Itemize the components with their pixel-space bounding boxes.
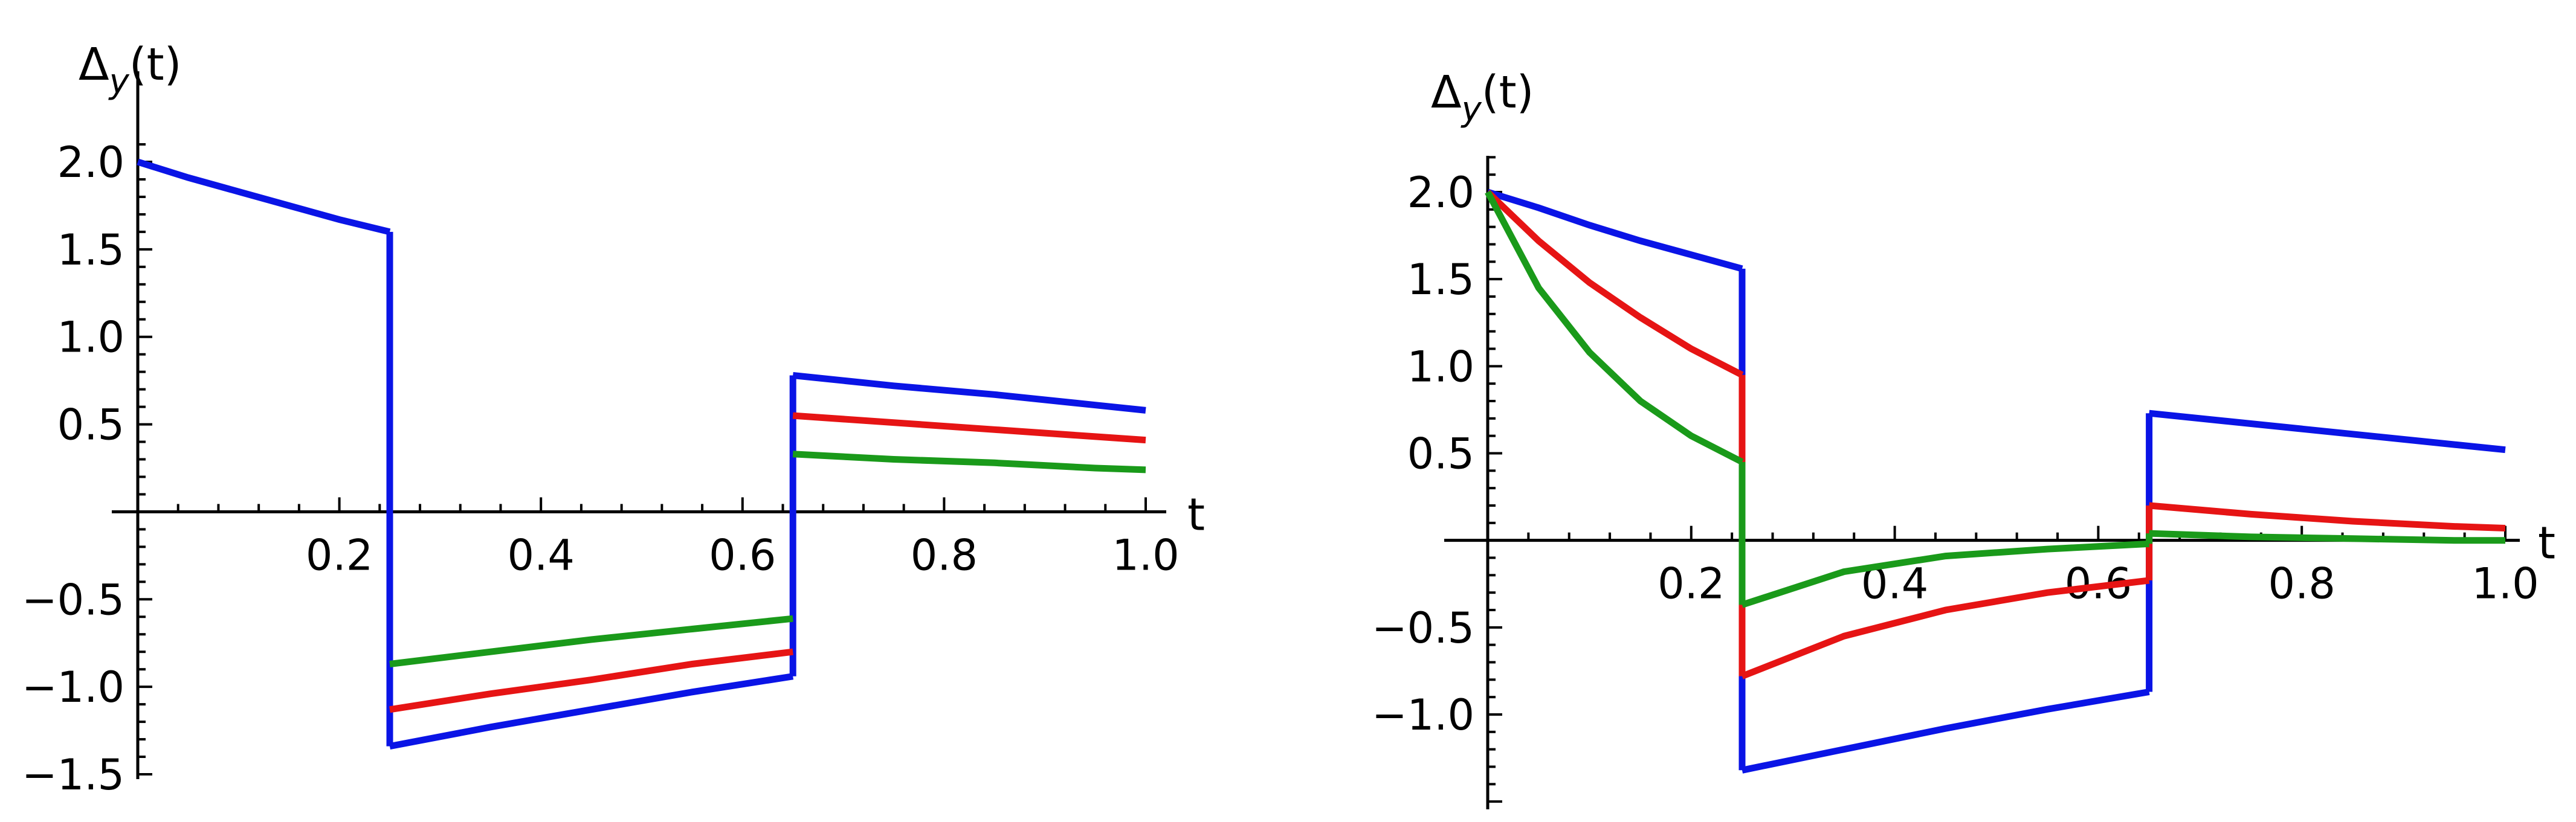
right-y-tick-label: 1.0 bbox=[1407, 342, 1474, 391]
left-y-tick-label: 1.0 bbox=[57, 313, 124, 362]
right-red-segment-2 bbox=[1740, 577, 2150, 679]
right-series-blue bbox=[1487, 188, 2506, 774]
left-green-segment-0 bbox=[389, 615, 793, 667]
left-series-blue bbox=[137, 158, 1146, 750]
left-y-tick-label: −0.5 bbox=[22, 575, 124, 625]
y-label-subscript: y bbox=[108, 62, 130, 101]
left-y-tick-label: −1.5 bbox=[22, 750, 124, 800]
right-y-tick-label: 2.0 bbox=[1407, 168, 1474, 217]
y-label-subscript: y bbox=[1461, 90, 1482, 129]
right-y-tick-label: 1.5 bbox=[1407, 255, 1474, 304]
y-label-argument: (t) bbox=[1482, 66, 1534, 118]
left-blue-segment-0 bbox=[137, 158, 391, 236]
left-x-tick-label: 1.0 bbox=[1112, 530, 1179, 580]
left-panel: 0.2 0.4 0.6 0.8 1.0 2.0 1.5 1.0 0.5 −0.5 −1.0 −1.5 t… bbox=[22, 39, 1205, 800]
left-y-tick-label: −1.0 bbox=[22, 663, 124, 712]
left-x-tick-label: 0.6 bbox=[709, 530, 776, 580]
right-x-tick-label: 0.8 bbox=[2268, 559, 2336, 609]
left-x-tick-label: 0.8 bbox=[911, 530, 978, 580]
left-y-tick-label: 1.5 bbox=[57, 225, 124, 275]
right-blue-segment-4 bbox=[2149, 409, 2506, 454]
right-x-tick-label: 1.0 bbox=[2471, 559, 2539, 609]
right-series-green bbox=[1485, 190, 2505, 608]
left-x-tick-label: 0.4 bbox=[508, 530, 575, 580]
left-blue-segment-4 bbox=[792, 372, 1146, 414]
right-green-segment-2 bbox=[1741, 540, 2149, 608]
right-red-segment-4 bbox=[2149, 502, 2506, 531]
left-y-tick-label: 0.5 bbox=[57, 400, 124, 450]
left-y-axis-label: Δy(t) bbox=[79, 39, 182, 101]
left-series-green bbox=[389, 451, 1146, 667]
left-y-tick-label: 2.0 bbox=[57, 138, 124, 187]
left-x-axis-label: t bbox=[1187, 489, 1205, 541]
right-green-segment-0 bbox=[1485, 190, 1744, 465]
left-x-tick-label: 0.2 bbox=[306, 530, 373, 580]
y-label-argument: (t) bbox=[129, 39, 182, 91]
right-green-segment-4 bbox=[2149, 530, 2505, 544]
right-panel: 0.2 0.4 0.6 0.8 1.02.01.51.00.5−0.5−1.0tΔy(t… bbox=[1372, 66, 2555, 809]
right-blue-segment-2 bbox=[1741, 689, 2150, 774]
right-blue-segment-0 bbox=[1487, 188, 1743, 272]
right-x-axis-label: t bbox=[2538, 518, 2555, 570]
left-series-red bbox=[389, 412, 1146, 713]
left-green-segment-1 bbox=[792, 451, 1146, 474]
right-x-tick-label: 0.2 bbox=[1658, 559, 1725, 609]
right-y-axis-label: Δy(t) bbox=[1431, 66, 1534, 129]
left-red-segment-1 bbox=[792, 412, 1146, 444]
right-y-tick-label: −1.0 bbox=[1372, 690, 1474, 740]
right-y-tick-label: 0.5 bbox=[1407, 429, 1474, 479]
right-red-segment-0 bbox=[1485, 190, 1744, 378]
left-blue-segment-2 bbox=[389, 673, 794, 750]
y-label-delta: Δ bbox=[79, 39, 109, 91]
left-red-segment-0 bbox=[389, 648, 793, 713]
right-y-tick-label: −0.5 bbox=[1372, 603, 1474, 653]
y-label-delta: Δ bbox=[1431, 66, 1462, 118]
